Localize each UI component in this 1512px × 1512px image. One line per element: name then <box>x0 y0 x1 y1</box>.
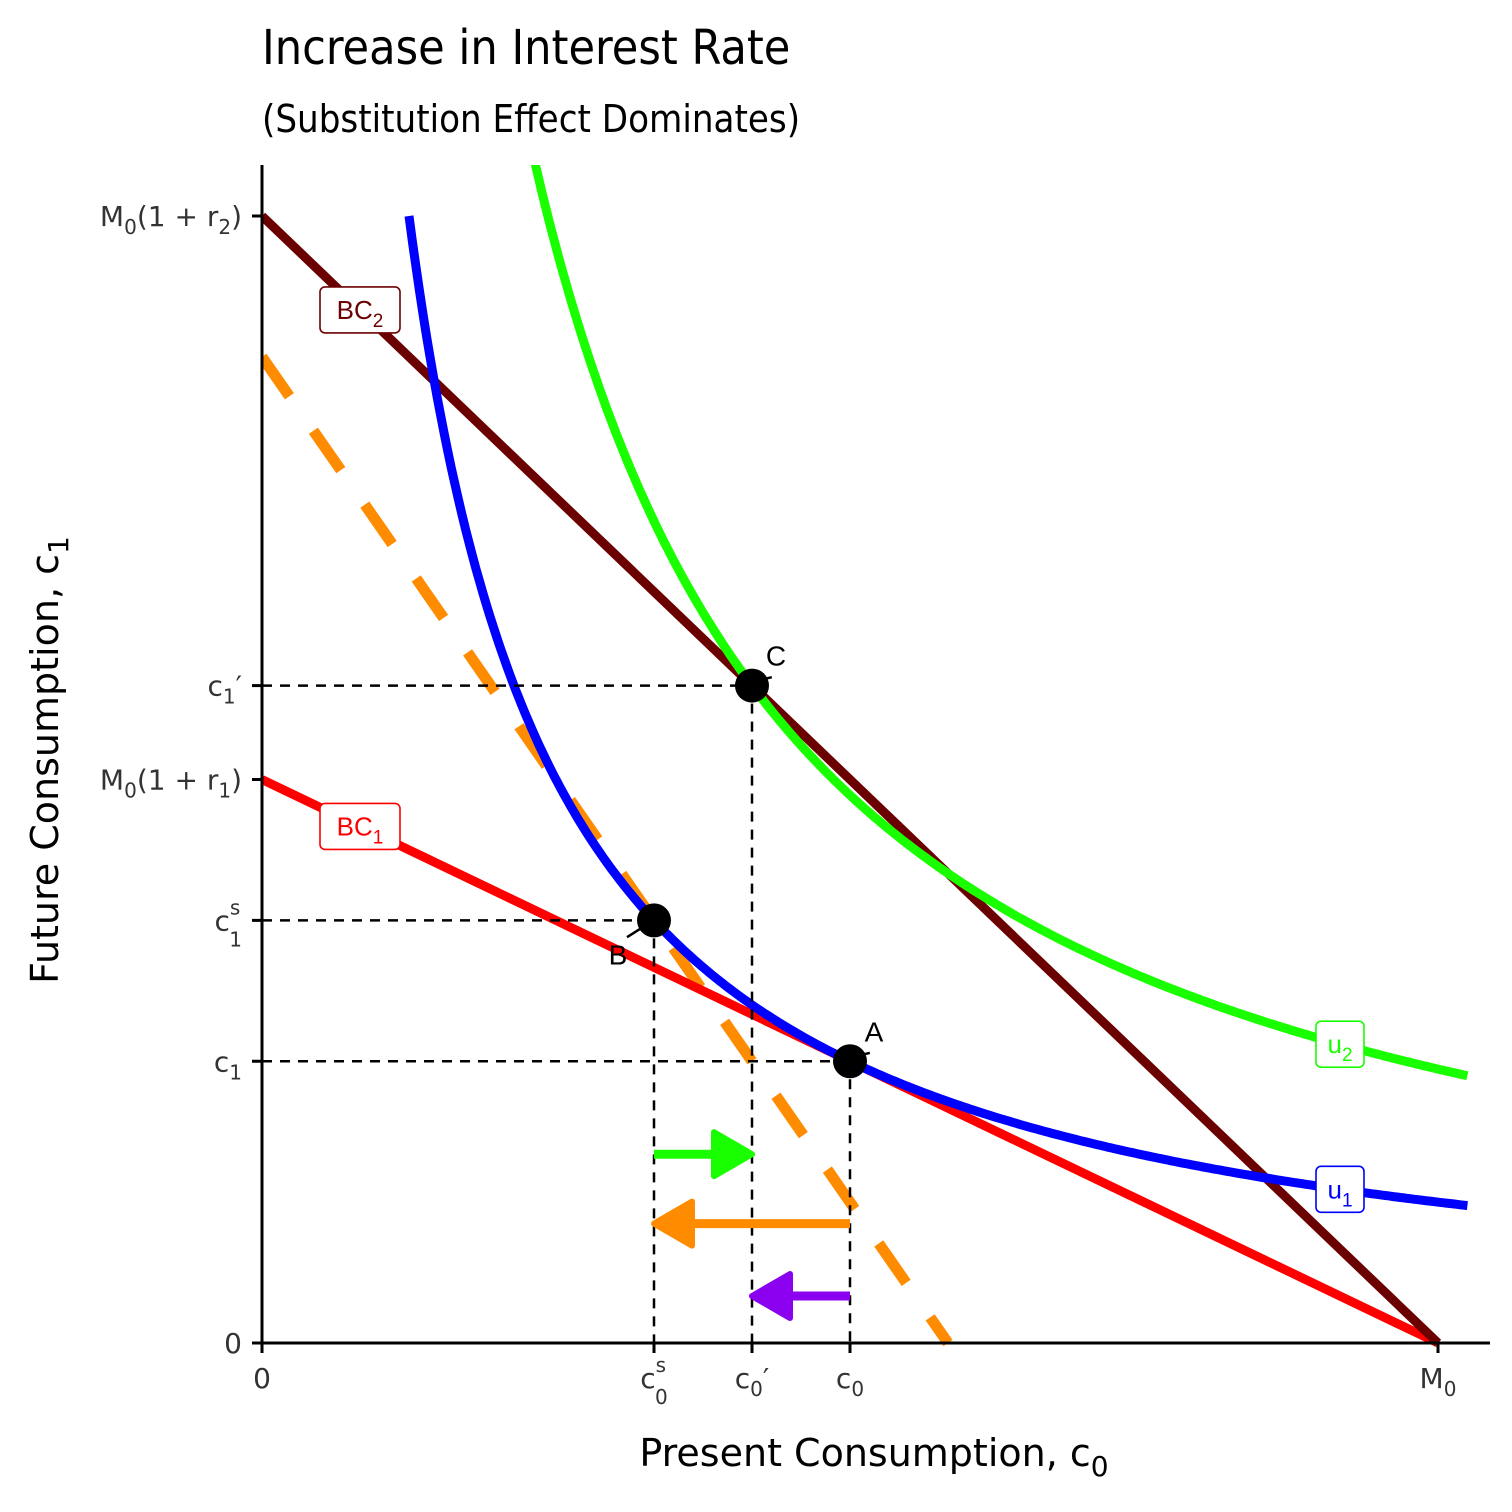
point-A <box>833 1044 867 1079</box>
label-sub-u-1: 1 <box>1342 1190 1353 1211</box>
indifference-curve-2 <box>530 165 1469 1081</box>
arrow-substitution <box>654 1129 755 1180</box>
label-box-bc-2 <box>319 286 401 334</box>
y-tick-base-0: 0 <box>224 1327 242 1360</box>
label-box-u-2 <box>1315 1020 1365 1068</box>
x-tick-base-0: 0 <box>253 1362 271 1395</box>
label-box-u-1 <box>1315 1165 1365 1214</box>
point-label-C: C <box>766 641 786 672</box>
arrow-head-income <box>651 1198 695 1249</box>
label-text-bc-2: BC2 <box>337 295 384 332</box>
y-tick-sup-2: s <box>230 895 240 919</box>
label-name-u-1: u <box>1327 1174 1341 1204</box>
y-tick-label-1: c1 <box>214 1045 242 1084</box>
label-sub-bc-2: 2 <box>373 311 384 332</box>
label-u-1: u1 <box>1315 1165 1365 1214</box>
x-axis-title-sub: 0 <box>1091 1450 1109 1483</box>
y-axis-title: Future Consumption, c1 <box>23 536 75 984</box>
point-C <box>735 668 769 703</box>
y-tick-label-0: 0 <box>224 1327 242 1360</box>
budget-line-2 <box>262 212 1442 1347</box>
x-tick-label-4: M0 <box>1420 1362 1457 1401</box>
y-tick-label-2: cs 1 <box>214 895 242 951</box>
arrow-head-total <box>749 1271 793 1322</box>
y-tick-rate-3: (1 + r <box>137 764 219 797</box>
clipped-layer <box>262 165 1469 1348</box>
label-u-2: u2 <box>1315 1020 1365 1068</box>
label-text-u-1: u1 <box>1327 1174 1352 1211</box>
label-name-u-2: u <box>1327 1029 1341 1059</box>
y-tick-sub-1: 1 <box>229 1060 242 1084</box>
x-tick-sub-4: 0 <box>1444 1377 1457 1401</box>
x-tick-base-4: M <box>1420 1362 1444 1395</box>
arrow-income <box>651 1198 850 1249</box>
axes <box>260 165 1490 1345</box>
y-tick-prime-4: ′ <box>236 670 242 703</box>
x-tick-prime-2: ′ <box>763 1362 769 1395</box>
x-tick-sup-1: s <box>656 1353 666 1377</box>
compensated-budget-line <box>262 353 953 1347</box>
label-sub-u-2: 2 <box>1342 1045 1353 1066</box>
x-tick-label-1: cs 0 <box>640 1353 668 1409</box>
y-tick-rate-sub-3: 1 <box>218 779 231 803</box>
y-tick-sub-3: 0 <box>124 779 137 803</box>
y-tick-sub-5: 0 <box>124 215 137 239</box>
y-axis-title-text: Future Consumption, c <box>23 554 67 984</box>
y-tick-label-4: c1′ <box>208 670 243 709</box>
chart-subtitle: (Substitution Effect Dominates) <box>262 97 800 141</box>
arrow-total <box>749 1271 850 1322</box>
x-tick-sub-2: 0 <box>750 1377 763 1401</box>
label-box-bc-1 <box>319 802 401 851</box>
x-axis-title-text: Present Consumption, c <box>639 1431 1090 1475</box>
label-sub-bc-1: 1 <box>373 827 384 848</box>
x-tick-label-0: 0 <box>253 1362 271 1395</box>
label-name-bc-2: BC <box>337 295 373 325</box>
y-tick-base-3: M <box>100 764 124 797</box>
chart-title: Increase in Interest Rate <box>262 20 790 76</box>
y-tick-base-1: c <box>214 1045 229 1078</box>
y-tick-sub-4: 1 <box>223 685 236 709</box>
x-tick-base-1: c <box>640 1362 655 1395</box>
y-tick-rate-sub-5: 2 <box>218 215 231 239</box>
y-tick-label-5: M0(1 + r2) <box>100 200 242 239</box>
y-tick-close-3: ) <box>231 764 242 797</box>
y-tick-close-5: ) <box>231 200 242 233</box>
x-axis-title: Present Consumption, c0 <box>639 1431 1108 1483</box>
y-axis-title-sub: 1 <box>42 536 75 554</box>
y-tick-base-2: c <box>214 904 229 937</box>
x-tick-label-2: c0′ <box>735 1362 770 1401</box>
x-tick-sub-3: 0 <box>851 1377 864 1401</box>
x-tick-label-3: c0 <box>836 1362 864 1401</box>
y-tick-base-5: M <box>100 200 124 233</box>
label-bc-1: BC1 <box>319 802 401 851</box>
label-name-bc-1: BC <box>337 811 373 841</box>
label-text-u-2: u2 <box>1327 1029 1352 1066</box>
point-label-A: A <box>865 1016 884 1047</box>
arrow-head-substitution <box>711 1129 755 1180</box>
x-tick-sub-1: 0 <box>655 1385 668 1409</box>
x-tick-base-2: c <box>735 1362 750 1395</box>
indifference-curve-1 <box>404 215 1468 1211</box>
label-bc-2: BC2 <box>319 286 401 334</box>
point-B <box>637 903 671 938</box>
x-tick-base-3: c <box>836 1362 851 1395</box>
y-tick-label-3: M0(1 + r1) <box>100 764 242 803</box>
y-tick-sub-2: 1 <box>229 927 242 951</box>
label-text-bc-1: BC1 <box>337 811 384 848</box>
point-label-B: B <box>609 939 628 970</box>
y-tick-rate-5: (1 + r <box>137 200 219 233</box>
y-tick-base-4: c <box>208 670 223 703</box>
